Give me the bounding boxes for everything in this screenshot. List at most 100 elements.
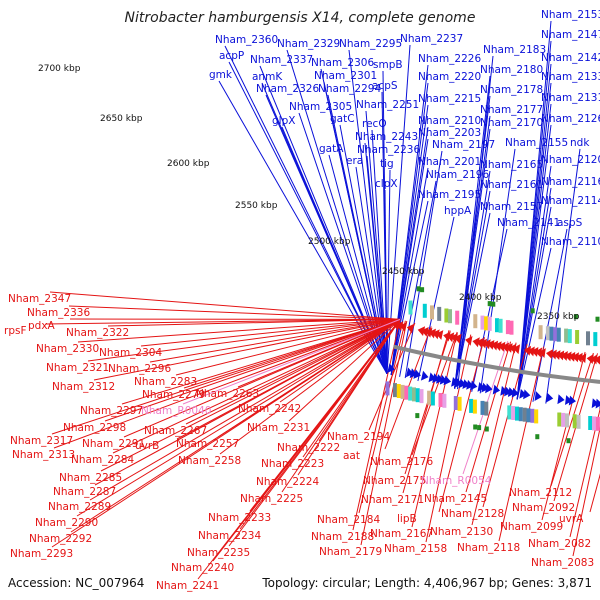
gene-label[interactable]: Nham_2224	[256, 476, 319, 488]
gene-label[interactable]: Nham_2226	[418, 53, 481, 65]
gene-label[interactable]: Nham_2188	[311, 531, 374, 543]
gene-label[interactable]: Nham_2292	[29, 533, 92, 545]
gene-label[interactable]: Nham_2215	[418, 93, 481, 105]
gene-label[interactable]: Nham_2196	[426, 169, 489, 181]
gene-label[interactable]: Nham_2158	[384, 543, 447, 555]
gene-label[interactable]: Nham_2236	[357, 144, 420, 156]
gene-label[interactable]: acpS	[372, 80, 398, 92]
gene-label[interactable]: Nham_2293	[10, 548, 73, 560]
gene-label[interactable]: rpsF	[4, 325, 27, 337]
gene-label[interactable]: Nham_2183	[483, 44, 546, 56]
gene-label[interactable]: Nham_2360	[215, 34, 278, 46]
gene-label[interactable]: Nham_2083	[531, 557, 594, 569]
gene-label[interactable]: Nham_2167	[370, 528, 433, 540]
gene-label[interactable]: Nham_2233	[208, 512, 271, 524]
gene-label[interactable]: Nham_2171	[361, 494, 424, 506]
gene-label[interactable]: Nham_2330	[36, 343, 99, 355]
gene-label[interactable]: Nham_2290	[35, 517, 98, 529]
gene-label[interactable]: Nham_2312	[52, 381, 115, 393]
gene-label[interactable]: Nham_2112	[509, 487, 572, 499]
gene-label[interactable]: Nham_2203	[418, 127, 481, 139]
rna-label[interactable]: Nham_R0054	[421, 475, 492, 487]
gene-label[interactable]: Nham_2304	[99, 347, 162, 359]
gene-label[interactable]: Nham_2237	[400, 33, 463, 45]
gene-label[interactable]: clpX	[375, 178, 398, 190]
gene-label[interactable]: Nham_2337	[250, 54, 313, 66]
gene-label[interactable]: hppA	[444, 205, 472, 217]
gene-label[interactable]: Nham_2285	[59, 472, 122, 484]
gene-label[interactable]: Nham_2120	[541, 154, 600, 166]
gene-label[interactable]: Nham_2240	[171, 562, 234, 574]
gene-label[interactable]: Nham_2161	[480, 179, 543, 191]
gene-label[interactable]: Nham_2130	[430, 526, 493, 538]
gene-label[interactable]: Nham_2298	[63, 422, 126, 434]
gene-label[interactable]: Nham_2347	[8, 293, 71, 305]
gene-label[interactable]: Nham_2243	[355, 131, 418, 143]
gene-label[interactable]: Nham_2279	[142, 389, 205, 401]
gene-label[interactable]: Nham_2258	[178, 455, 241, 467]
gene-label[interactable]: Nham_2306	[311, 57, 374, 69]
gene-label[interactable]: Nham_2099	[500, 521, 563, 533]
gene-label[interactable]: Nham_2317	[10, 435, 73, 447]
gene-label[interactable]: Nham_2294	[318, 83, 381, 95]
rna-label[interactable]: Nham_R0040	[141, 405, 211, 417]
gene-label[interactable]: gatA	[319, 143, 344, 155]
gene-label[interactable]: Nham_2110	[541, 236, 600, 248]
gene-label[interactable]: Nham_2283	[134, 376, 197, 388]
gene-label[interactable]: Nham_2142	[541, 52, 600, 64]
gene-label[interactable]: Nham_2241	[156, 580, 219, 592]
gene-label[interactable]: Nham_2231	[247, 422, 310, 434]
gene-label[interactable]: Nham_2177	[480, 104, 543, 116]
gene-label[interactable]: Nham_2145	[424, 493, 487, 505]
gene-label[interactable]: gmk	[209, 69, 233, 81]
gene-label[interactable]: Nham_2289	[48, 501, 111, 513]
gene-label[interactable]: Nham_2242	[238, 403, 301, 415]
gene-label[interactable]: Nham_2301	[314, 70, 377, 82]
gene-label[interactable]: Nham_2313	[12, 449, 75, 461]
gene-label[interactable]: gatC	[330, 113, 355, 125]
gene-label[interactable]: Nham_2118	[457, 542, 520, 554]
gene-label[interactable]: Nham_2128	[441, 508, 504, 520]
gene-label[interactable]: era	[346, 155, 363, 167]
gene-label[interactable]: Nham_2165	[480, 159, 543, 171]
gene-label[interactable]: Nham_2197	[432, 139, 495, 151]
gene-label[interactable]: Nham_2267	[144, 425, 207, 437]
gene-label[interactable]: Nham_2296	[108, 363, 171, 375]
gene-label[interactable]: Nham_2225	[240, 493, 303, 505]
gene-label[interactable]: Nham_2082	[528, 538, 591, 550]
gene-label[interactable]: Nham_2321	[46, 362, 109, 374]
gene-label[interactable]: Nham_2284	[71, 454, 134, 466]
gene-label[interactable]: Nham_2291	[82, 438, 145, 450]
gene-label[interactable]: Nham_2210	[418, 115, 481, 127]
gene-label[interactable]: glpX	[272, 115, 295, 127]
gene-label[interactable]: Nham_2305	[289, 101, 352, 113]
gene-label[interactable]: Nham_2195	[418, 189, 481, 201]
gene-label[interactable]: aspS	[557, 217, 583, 229]
gene-label[interactable]: Nham_2170	[480, 117, 543, 129]
gene-label[interactable]: Nham_2297	[80, 405, 143, 417]
gene-label[interactable]: lipB	[397, 513, 417, 525]
gene-label[interactable]: Nham_2220	[418, 71, 481, 83]
gene-label[interactable]: anmK	[252, 71, 283, 83]
gene-label[interactable]: Nham_2223	[261, 458, 324, 470]
gene-label[interactable]: Nham_2336	[27, 307, 90, 319]
gene-label[interactable]: Nham_2184	[317, 514, 380, 526]
gene-label[interactable]: Nham_2175	[363, 475, 426, 487]
gene-label[interactable]: Nham_2126	[541, 113, 600, 125]
gene-label[interactable]: Nham_2176	[370, 456, 433, 468]
gene-label[interactable]: pdxA	[28, 320, 56, 332]
gene-label[interactable]: uvrA	[559, 513, 584, 525]
gene-label[interactable]: recO	[362, 118, 387, 130]
gene-label[interactable]: Nham_2178	[480, 84, 543, 96]
gene-label[interactable]: ndk	[570, 137, 590, 149]
gene-label[interactable]: Nham_2133	[541, 71, 600, 83]
gene-label[interactable]: Nham_2194	[327, 431, 390, 443]
gene-label[interactable]: Nham_2201	[418, 156, 481, 168]
gene-label[interactable]: Nham_2222	[277, 442, 340, 454]
gene-label[interactable]: Nham_2326	[256, 83, 319, 95]
gene-label[interactable]: Nham_2092	[512, 502, 575, 514]
gene-label[interactable]: Nham_2153	[541, 9, 600, 21]
gene-label[interactable]: acpP	[219, 50, 244, 62]
gene-label[interactable]: Nham_2329	[277, 38, 340, 50]
gene-label[interactable]: Nham_2234	[198, 530, 261, 542]
